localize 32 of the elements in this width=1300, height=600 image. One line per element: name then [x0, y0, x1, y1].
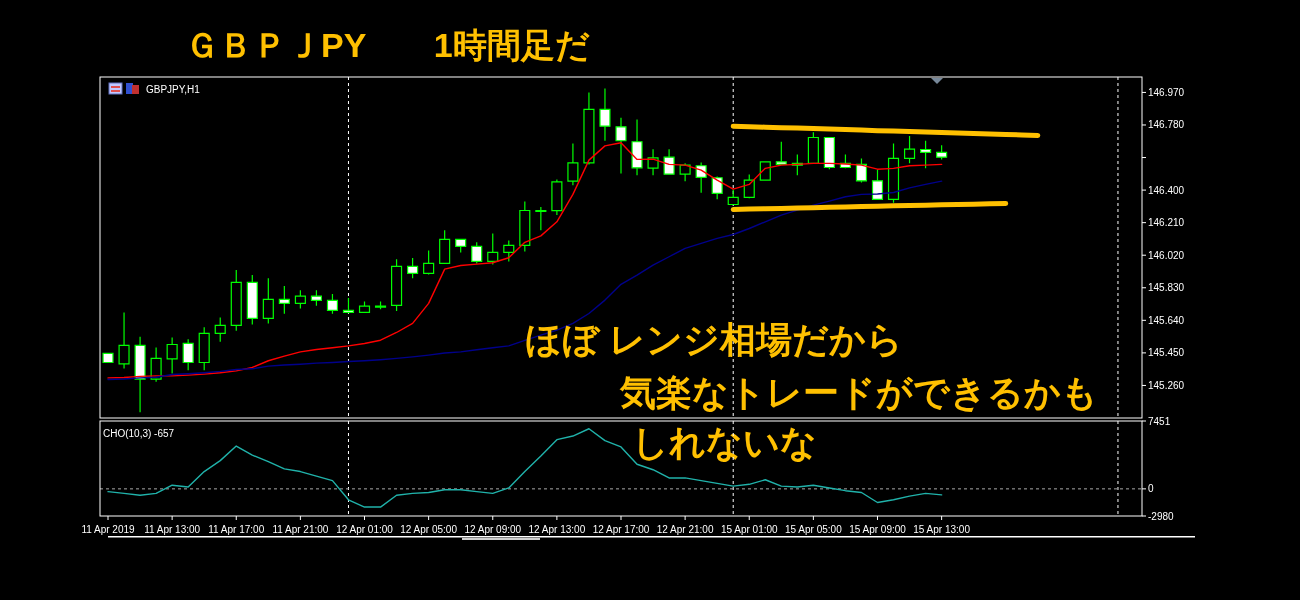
y-tick-label: 0 — [1148, 483, 1154, 495]
y-tick-label: 145.640 — [1148, 314, 1185, 326]
y-tick-label: 146.780 — [1148, 119, 1185, 131]
y-tick-label: -2980 — [1148, 510, 1174, 522]
y-tick-label: 145.450 — [1148, 347, 1185, 359]
x-tick-label: 15 Apr 01:00 — [720, 523, 778, 535]
x-tick-label: 12 Apr 21:00 — [656, 523, 714, 535]
x-tick-label: 15 Apr 09:00 — [849, 523, 906, 535]
annotation: 気楽なトレードができるかも — [620, 372, 1098, 413]
x-tick-label: 12 Apr 01:00 — [336, 523, 393, 535]
y-tick-label: 145.260 — [1148, 379, 1185, 391]
y-tick-label: 145.830 — [1148, 282, 1185, 294]
annotation: ほぼ レンジ相場だから — [525, 319, 903, 360]
x-tick-label: 12 Apr 09:00 — [464, 523, 522, 535]
x-tick-label: 11 Apr 2019 — [81, 523, 135, 535]
x-tick-label: 11 Apr 21:00 — [272, 523, 329, 535]
subtitle: GBPJPY,H1 — [146, 83, 200, 95]
y-tick-label: 146.400 — [1148, 184, 1185, 196]
x-tick-label: 15 Apr 05:00 — [785, 523, 842, 535]
x-tick-label: 12 Apr 13:00 — [528, 523, 586, 535]
y-tick-label: 146.210 — [1148, 217, 1185, 229]
panel-title: CHO(10,3) -657 — [103, 427, 175, 439]
y-tick-label: 146.020 — [1148, 249, 1185, 261]
x-tick-label: 12 Apr 17:00 — [592, 523, 650, 535]
annotation: しれないな — [632, 422, 817, 463]
x-tick-label: 11 Apr 13:00 — [144, 523, 201, 535]
title: ＧＢＰＪPY 1時間足だ — [185, 26, 590, 64]
x-tick-label: 11 Apr 17:00 — [208, 523, 265, 535]
x-tick-label: 15 Apr 13:00 — [913, 523, 970, 535]
x-tick-label: 12 Apr 05:00 — [400, 523, 457, 535]
y-tick-label: 146.970 — [1148, 86, 1185, 98]
y-tick-label: 7451 — [1148, 415, 1171, 427]
